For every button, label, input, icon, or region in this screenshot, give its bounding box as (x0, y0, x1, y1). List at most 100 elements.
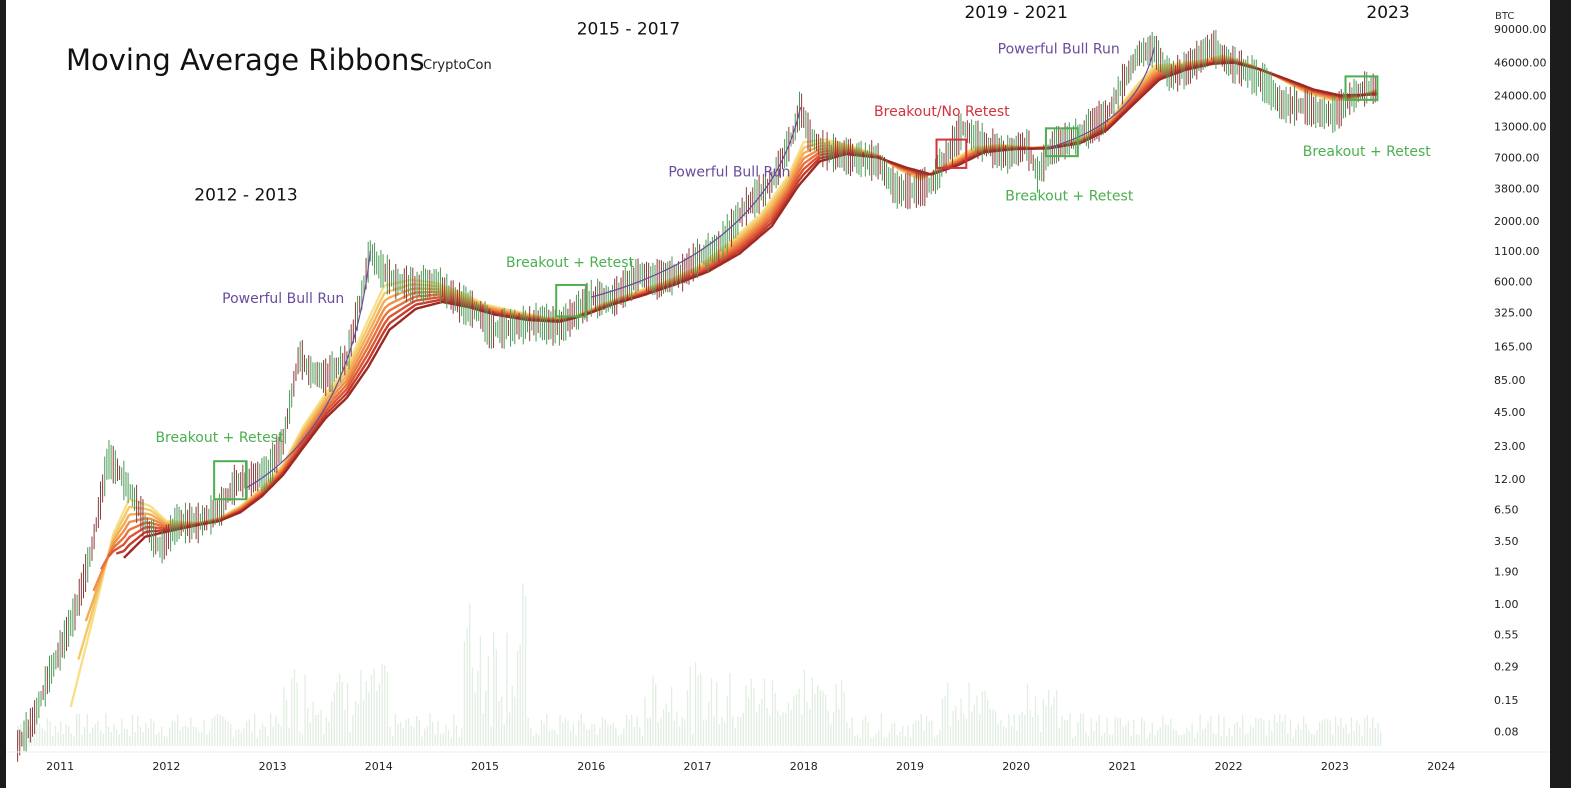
volume-bar (1135, 733, 1138, 746)
volume-bar (755, 712, 758, 746)
volume-bar (1215, 734, 1217, 746)
volume-bar (317, 714, 320, 746)
volume-bar (1119, 717, 1122, 746)
volume-bar (352, 715, 354, 746)
volume-bar (1276, 722, 1278, 746)
y-tick-label: 0.15 (1494, 694, 1519, 707)
volume-bar (1138, 734, 1140, 746)
volume-bar (1292, 737, 1294, 746)
annotation-box (213, 460, 248, 501)
annotation-purple: Powerful Bull Run (222, 291, 344, 307)
annotation-box (1344, 75, 1379, 101)
volume-bar (187, 727, 189, 746)
volume-bar (434, 734, 436, 746)
ma-ribbon-8 (123, 61, 1378, 559)
volume-bar (668, 711, 670, 746)
volume-bar (649, 717, 652, 746)
volume-bar (1279, 713, 1281, 746)
volume-bar (1010, 725, 1013, 746)
volume-bar (750, 678, 752, 746)
volume-bar (1117, 717, 1119, 746)
volume-bar (1005, 728, 1007, 746)
volume-bar (657, 721, 659, 746)
volume-bar (360, 670, 362, 746)
volume-bar (307, 708, 309, 746)
volume-bar (686, 690, 689, 746)
volume-bar (198, 731, 200, 746)
volume-bar (1310, 734, 1313, 746)
volume-bar (564, 718, 567, 746)
volume-bar (1061, 716, 1063, 746)
volume-bar (174, 721, 176, 746)
y-tick-label: 3800.00 (1494, 182, 1540, 195)
volume-bar (971, 711, 973, 746)
annotation-box (1044, 127, 1079, 158)
volume-bar (681, 717, 683, 746)
volume-bar (615, 728, 617, 746)
bull-run-arc (245, 250, 371, 489)
volume-bar (747, 698, 750, 746)
volume-bar (60, 721, 62, 746)
volume-bar (920, 714, 922, 746)
volume-bar (1345, 723, 1347, 746)
x-axis[interactable]: 2011 2012 2013 2014 2015 2016 2017 2018 2019 2020… (6, 751, 1550, 773)
volume-bar (745, 685, 747, 746)
x-tick-label: 2020 (1002, 760, 1030, 773)
volume-bar (665, 703, 667, 746)
volume-bar (840, 679, 843, 746)
volume-bar (62, 734, 65, 746)
volume-bar (1297, 723, 1300, 746)
x-tick-label: 2014 (365, 760, 393, 773)
volume-bar (195, 727, 197, 746)
volume-bar (652, 675, 654, 746)
volume-bar (771, 680, 774, 746)
volume-bar (1305, 723, 1307, 746)
volume-bar (503, 723, 505, 746)
volume-bar (822, 691, 824, 746)
volume-bar (333, 692, 335, 746)
chart-canvas[interactable]: 2012 - 2013 2015 - 2017 2019 - 2021 2023 Pow… (6, 0, 1550, 788)
volume-bar (705, 719, 707, 746)
volume-bar (65, 723, 67, 746)
volume-bar (734, 728, 736, 746)
volume-bar (1167, 725, 1169, 746)
annotation-green: Breakout + Retest (1303, 144, 1432, 160)
volume-bar (851, 716, 853, 746)
volume-bar (153, 721, 155, 746)
annotations: 2012 - 2013 2015 - 2017 2019 - 2021 2023 Pow… (155, 3, 1431, 446)
volume-bar (99, 730, 102, 746)
volume-bar (166, 736, 168, 746)
volume-bar (899, 731, 901, 746)
volume-bar (689, 665, 691, 746)
volume-bar (500, 696, 503, 746)
volume-bar (1265, 735, 1268, 746)
volume-bar (655, 683, 657, 746)
volume-bar (105, 713, 107, 746)
annotation-period: 2019 - 2021 (964, 3, 1067, 23)
volume-bar (487, 656, 489, 746)
volume-bar (89, 733, 91, 746)
volume-bar (1308, 730, 1310, 746)
volume-bar (293, 669, 296, 746)
volume-bar (508, 712, 511, 746)
volume-bar (1175, 730, 1177, 746)
volume-bar (601, 717, 604, 746)
y-axis[interactable]: 90000.00 46000.00 24000.00 13000.00 7000.00 3… (1494, 23, 1547, 739)
y-tick-label: 23.00 (1494, 440, 1526, 453)
volume-bar (1146, 737, 1148, 746)
volume-bar (1236, 721, 1238, 746)
volume-bar (636, 716, 638, 746)
x-tick-label: 2013 (259, 760, 287, 773)
volume-bar (386, 672, 389, 746)
volume-bar (904, 735, 906, 746)
volume-bar (721, 717, 723, 746)
volume-bar (673, 720, 675, 746)
y-tick-label: 1.90 (1494, 566, 1519, 579)
volume-bar (211, 718, 213, 746)
volume-bar (580, 713, 582, 746)
volume-bar (1111, 735, 1114, 746)
volume-bar (870, 737, 872, 746)
volume-bar (1239, 727, 1241, 746)
volume-bar (548, 731, 551, 746)
volume-bar (129, 736, 131, 746)
